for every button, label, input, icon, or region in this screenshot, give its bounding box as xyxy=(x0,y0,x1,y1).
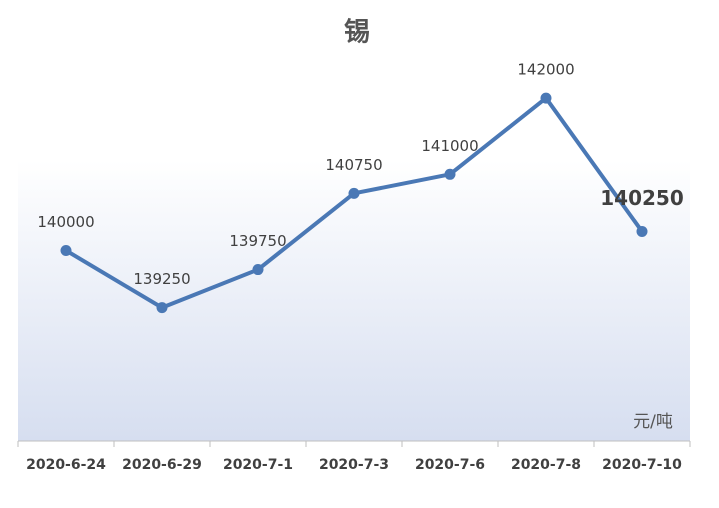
point xyxy=(540,92,552,104)
data-label: 140750 xyxy=(325,156,382,174)
point xyxy=(636,225,648,237)
x-tick-label: 2020-7-1 xyxy=(223,457,293,473)
x-tick-label: 2020-7-6 xyxy=(415,457,485,473)
plot-background xyxy=(18,160,690,441)
point xyxy=(444,168,456,180)
x-tick-label: 2020-7-8 xyxy=(511,457,581,473)
data-label: 142000 xyxy=(517,61,574,79)
x-tick-label: 2020-6-29 xyxy=(122,457,202,473)
data-label: 140250 xyxy=(600,186,684,210)
chart-title: 锡 xyxy=(344,18,370,48)
data-label: 139750 xyxy=(229,232,286,250)
x-tick-label: 2020-6-24 xyxy=(26,457,106,473)
point xyxy=(348,187,360,199)
data-label: 139250 xyxy=(133,270,190,288)
x-tick-label: 2020-7-3 xyxy=(319,457,389,473)
data-label: 141000 xyxy=(421,137,478,155)
data-label: 140000 xyxy=(37,213,94,231)
point xyxy=(60,245,72,256)
unit-label: 元/吨 xyxy=(633,412,673,432)
point xyxy=(156,302,168,314)
x-tick-label: 2020-7-10 xyxy=(602,457,682,473)
point xyxy=(252,264,264,276)
